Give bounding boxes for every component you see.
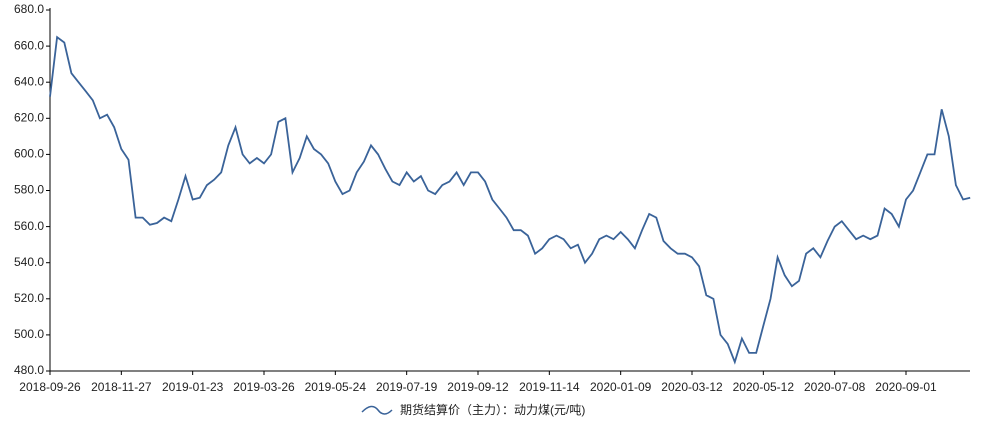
y-tick-label: 500.0 (14, 327, 44, 341)
x-tick-label: 2019-05-24 (305, 380, 367, 394)
y-tick-label: 540.0 (14, 255, 44, 269)
x-tick-label: 2020-05-12 (733, 380, 795, 394)
y-tick-label: 680.0 (14, 2, 44, 16)
x-tick-label: 2020-03-12 (661, 380, 723, 394)
x-tick-label: 2020-09-01 (875, 380, 937, 394)
y-tick-label: 520.0 (14, 291, 44, 305)
x-tick-label: 2019-09-12 (447, 380, 509, 394)
x-tick-label: 2020-07-08 (804, 380, 866, 394)
legend-label: 期货结算价（主力）：动力煤(元/吨) (400, 402, 585, 417)
x-tick-label: 2019-07-19 (376, 380, 438, 394)
y-tick-label: 560.0 (14, 219, 44, 233)
x-tick-label: 2019-03-26 (233, 380, 295, 394)
y-tick-label: 480.0 (14, 363, 44, 377)
x-tick-label: 2018-09-26 (19, 380, 81, 394)
y-tick-label: 640.0 (14, 74, 44, 88)
y-tick-label: 660.0 (14, 38, 44, 52)
x-tick-label: 2020-01-09 (590, 380, 652, 394)
y-tick-label: 600.0 (14, 147, 44, 161)
y-tick-label: 620.0 (14, 110, 44, 124)
x-tick-label: 2019-01-23 (162, 380, 224, 394)
y-tick-label: 580.0 (14, 183, 44, 197)
x-tick-label: 2019-11-14 (519, 380, 580, 394)
legend-icon (361, 405, 393, 415)
x-tick-label: 2018-11-27 (91, 380, 152, 394)
series-line (49, 35, 971, 365)
